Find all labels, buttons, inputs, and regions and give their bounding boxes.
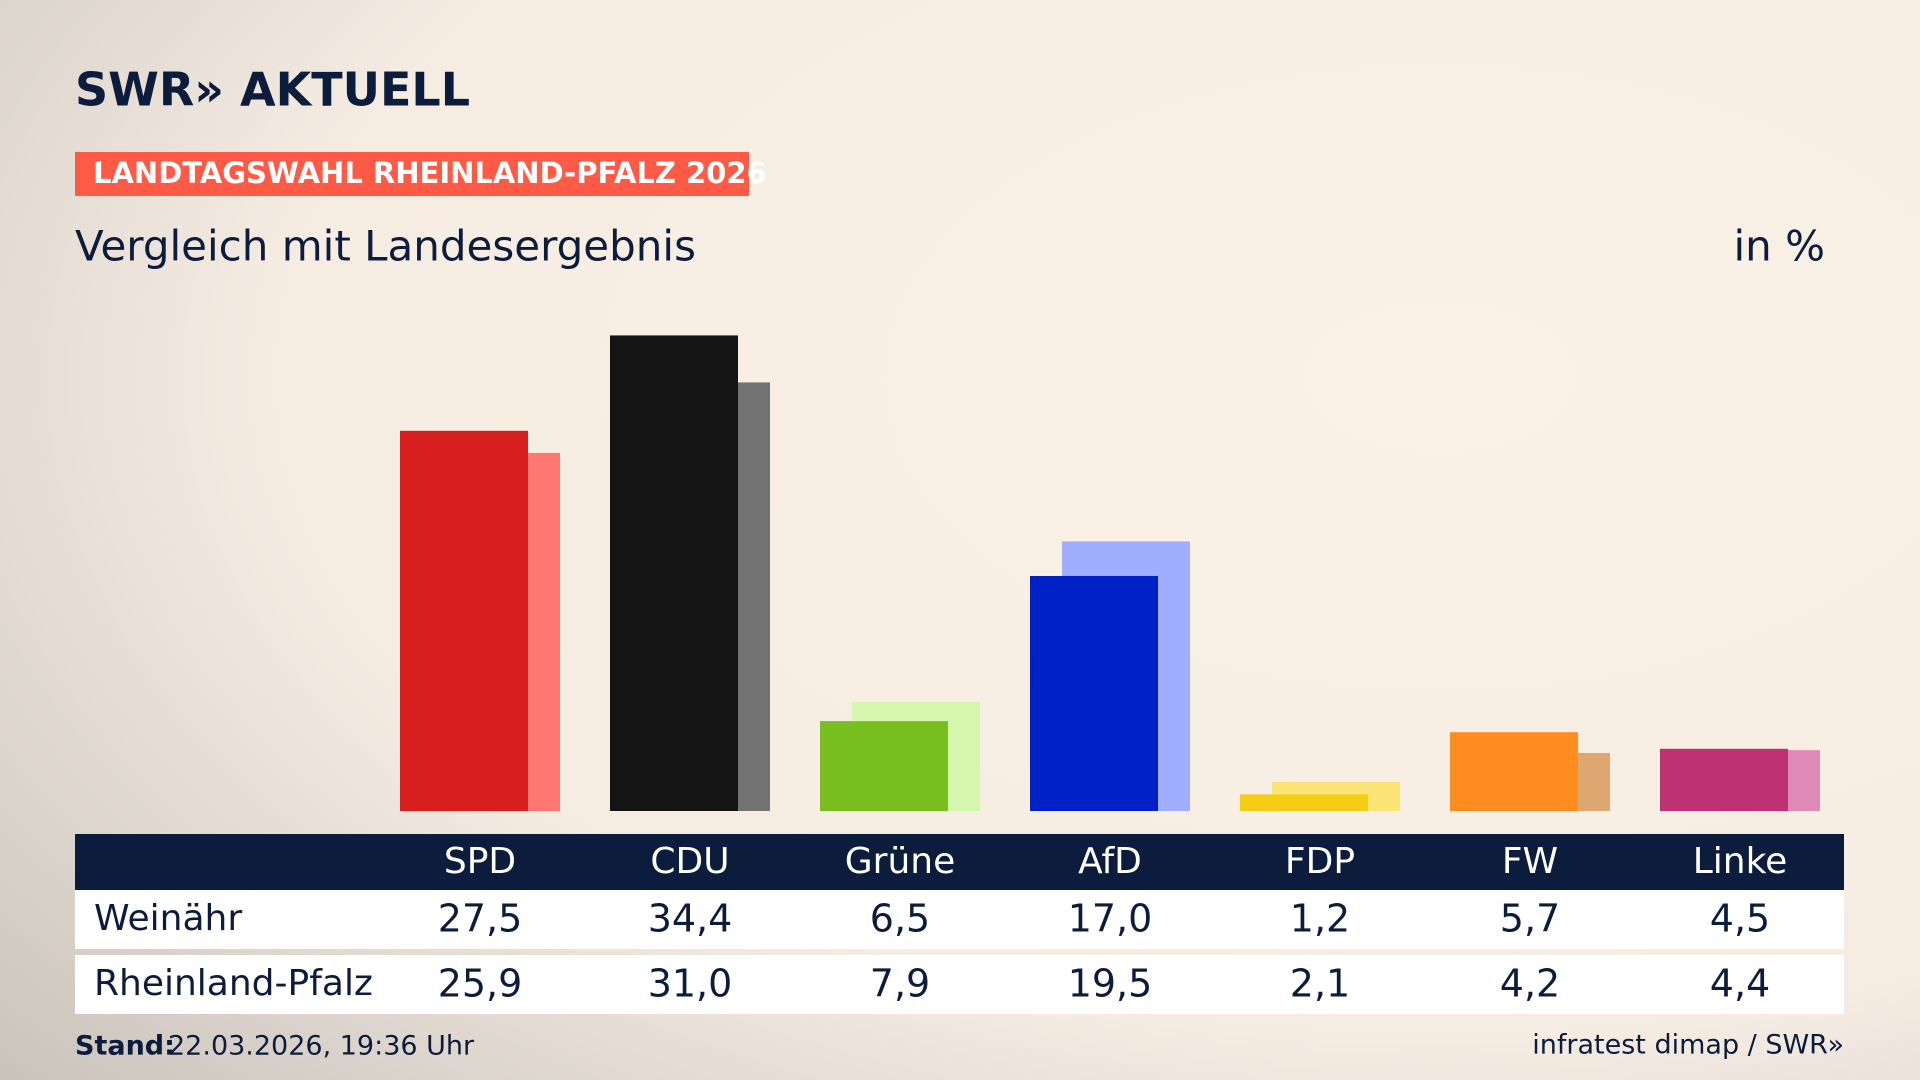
series-name: Rheinland-Pfalz xyxy=(94,963,373,1004)
bar xyxy=(1450,732,1578,811)
unit: in % xyxy=(1733,222,1825,271)
label: LANDTAGSWAHL RHEINLAND-PFALZ 2026 xyxy=(93,156,767,190)
bar xyxy=(1660,748,1788,811)
value-label: 7,9 xyxy=(870,962,930,1006)
category-label: Linke xyxy=(1693,841,1788,882)
table-row xyxy=(75,955,1844,1014)
bar xyxy=(400,430,528,811)
value-label: 25,9 xyxy=(438,962,523,1006)
value-label: 4,5 xyxy=(1710,897,1770,941)
value-label: 4,2 xyxy=(1500,962,1560,1006)
stand: 22.03.2026, 19:36 Uhr xyxy=(168,1031,475,1062)
table-header xyxy=(75,834,1844,890)
value-label: 2,1 xyxy=(1290,962,1350,1006)
source: infratest dimap / SWR» xyxy=(1532,1030,1844,1061)
value-label: 6,5 xyxy=(870,897,930,941)
value-label: 34,4 xyxy=(648,897,733,941)
value-label: 31,0 xyxy=(648,962,733,1006)
bar xyxy=(610,335,738,811)
value-label: 4,4 xyxy=(1710,962,1770,1006)
category-label: FDP xyxy=(1285,841,1355,882)
table-row xyxy=(75,890,1844,949)
value-label: 17,0 xyxy=(1068,897,1153,941)
bar xyxy=(1240,794,1368,811)
category-label: Grüne xyxy=(845,841,955,882)
chart-title: Vergleich mit Landesergebnis xyxy=(75,222,696,271)
category-label: CDU xyxy=(650,841,729,882)
category-label: SPD xyxy=(444,841,516,882)
series-name: Weinähr xyxy=(94,898,242,939)
category-label: FW xyxy=(1502,841,1558,882)
brand: SWR» AKTUELL xyxy=(75,63,470,117)
bar xyxy=(1030,575,1158,811)
value-label: 19,5 xyxy=(1068,962,1153,1006)
value-label: 5,7 xyxy=(1500,897,1560,941)
stand-label: Stand: xyxy=(75,1031,175,1062)
bar xyxy=(820,721,948,811)
value-label: 27,5 xyxy=(438,897,523,941)
value-label: 1,2 xyxy=(1290,897,1350,941)
label-box xyxy=(75,152,749,196)
category-label: AfD xyxy=(1078,841,1142,882)
